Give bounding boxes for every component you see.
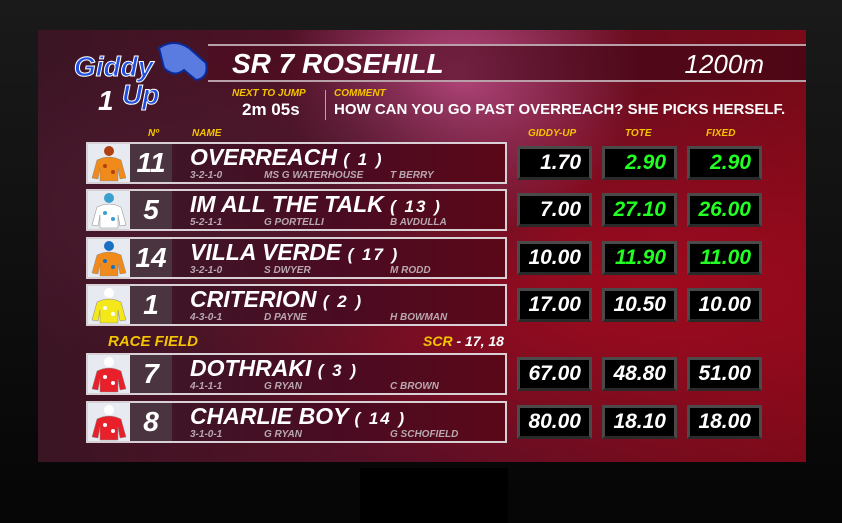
trainer: G PORTELLI: [264, 217, 324, 228]
jockey-silk-icon: [88, 355, 130, 393]
comment: COMMENT HOW CAN YOU GO PAST OVERREACH? S…: [334, 88, 785, 118]
trainer: MS G WATERHOUSE: [264, 170, 364, 181]
barrier: ( 13 ): [390, 197, 442, 216]
runner-row[interactable]: 1 CRITERION ( 2 ) 4-3-0-1 D PAYNE H BOWM…: [86, 284, 507, 326]
race-field-label: RACE FIELD: [108, 333, 198, 350]
barrier: ( 14 ): [354, 409, 407, 428]
horse-name: IM ALL THE TALK: [190, 191, 384, 217]
horse-name: VILLA VERDE: [190, 239, 342, 265]
tote-odds: 27.10: [602, 193, 677, 227]
svg-text:1: 1: [98, 85, 114, 116]
form: 3-1-0-1: [190, 429, 223, 440]
form: 4-3-0-1: [190, 312, 223, 323]
jockey: T BERRY: [390, 170, 434, 181]
runner-number: 5: [130, 191, 172, 229]
barrier: ( 2 ): [322, 292, 364, 311]
horse-name: CHARLIE BOY: [190, 403, 349, 429]
runner-name: CRITERION ( 2 ): [190, 286, 363, 313]
tv-stand: [360, 468, 508, 523]
runner-name: CHARLIE BOY ( 14 ): [190, 403, 406, 430]
giddyup-odds: 67.00: [517, 357, 592, 391]
tote-odds: 2.90: [602, 146, 677, 180]
divider: [325, 90, 326, 120]
barrier: ( 3 ): [317, 361, 359, 380]
comment-text: HOW CAN YOU GO PAST OVERREACH? SHE PICKS…: [334, 101, 786, 118]
runner-row[interactable]: 11 OVERREACH ( 1 ) 3-2-1-0 MS G WATERHOU…: [86, 142, 507, 184]
runner-name: VILLA VERDE ( 17 ): [190, 239, 399, 266]
giddyup-odds: 10.00: [517, 241, 592, 275]
comment-label: COMMENT: [334, 88, 386, 99]
jockey-silk-icon: [88, 239, 130, 277]
header-number: Nº: [148, 128, 159, 139]
form: 3-2-1-0: [190, 265, 223, 276]
header-tote: TOTE: [625, 128, 652, 139]
jockey: G SCHOFIELD: [390, 429, 459, 440]
tote-odds: 48.80: [602, 357, 677, 391]
race-title: SR 7 ROSEHILL: [232, 48, 444, 79]
scr-value: - 17, 18: [456, 333, 504, 349]
trainer: S DWYER: [264, 265, 311, 276]
form: 4-1-1-1: [190, 381, 223, 392]
runner-row[interactable]: 14 VILLA VERDE ( 17 ) 3-2-1-0 S DWYER M …: [86, 237, 507, 279]
giddyup-odds: 80.00: [517, 405, 592, 439]
horse-name: DOTHRAKI: [190, 355, 312, 381]
giddyup-odds: 1.70: [517, 146, 592, 180]
jockey: C BROWN: [390, 381, 439, 392]
fixed-odds: 51.00: [687, 357, 762, 391]
runner-number: 7: [130, 355, 172, 393]
svg-text:Giddy: Giddy: [74, 51, 155, 82]
horse-head-icon: Giddy Up 1: [74, 42, 208, 116]
next-to-jump: NEXT TO JUMP 2m 05s: [232, 88, 306, 120]
runner-row[interactable]: 7 DOTHRAKI ( 3 ) 4-1-1-1 G RYAN C BROWN: [86, 353, 507, 395]
fixed-odds: 18.00: [687, 405, 762, 439]
tote-odds: 10.50: [602, 288, 677, 322]
runner-name: IM ALL THE TALK ( 13 ): [190, 191, 442, 218]
trainer: G RYAN: [264, 429, 302, 440]
fixed-odds: 11.00: [687, 241, 762, 275]
runner-row[interactable]: 5 IM ALL THE TALK ( 13 ) 5-2-1-1 G PORTE…: [86, 189, 507, 231]
jockey: B AVDULLA: [390, 217, 447, 228]
next-to-jump-value: 2m 05s: [242, 100, 300, 119]
scratchings: SCR - 17, 18: [423, 333, 504, 349]
trainer: G RYAN: [264, 381, 302, 392]
runner-name: OVERREACH ( 1 ): [190, 144, 384, 171]
horse-name: OVERREACH: [190, 144, 337, 170]
barrier: ( 17 ): [347, 245, 400, 264]
scr-label: SCR: [423, 333, 453, 349]
header-fixed: FIXED: [706, 128, 736, 139]
jockey: H BOWMAN: [390, 312, 448, 323]
fixed-odds: 2.90: [687, 146, 762, 180]
race-board: Giddy Up 1 SR 7 ROSEHILL 1200m NEXT TO J…: [38, 30, 806, 462]
fixed-odds: 26.00: [687, 193, 762, 227]
runner-number: 8: [130, 403, 172, 441]
horse-name: CRITERION: [190, 286, 317, 312]
race-title-bar: SR 7 ROSEHILL 1200m: [208, 44, 806, 82]
runner-row[interactable]: 8 CHARLIE BOY ( 14 ) 3-1-0-1 G RYAN G SC…: [86, 401, 507, 443]
header-giddyup: GIDDY-UP: [528, 128, 577, 139]
jockey-silk-icon: [88, 286, 130, 324]
barrier: ( 1 ): [343, 150, 384, 169]
jockey-silk-icon: [88, 403, 130, 441]
tote-odds: 11.90: [602, 241, 677, 275]
jockey-silk-icon: [88, 144, 130, 182]
header-name: NAME: [192, 128, 222, 139]
runner-name: DOTHRAKI ( 3 ): [190, 355, 358, 382]
form: 5-2-1-1: [190, 217, 223, 228]
giddyup-odds: 7.00: [517, 193, 592, 227]
runner-number: 1: [130, 286, 172, 324]
tote-odds: 18.10: [602, 405, 677, 439]
form: 3-2-1-0: [190, 170, 223, 181]
trainer: D PAYNE: [264, 312, 307, 323]
race-distance: 1200m: [684, 49, 765, 79]
jockey-silk-icon: [88, 191, 130, 229]
jockey: M RODD: [390, 265, 431, 276]
giddy-up-logo: Giddy Up 1: [74, 38, 214, 118]
runner-number: 11: [130, 144, 172, 182]
giddyup-odds: 17.00: [517, 288, 592, 322]
fixed-odds: 10.00: [687, 288, 762, 322]
next-to-jump-label: NEXT TO JUMP: [232, 88, 306, 99]
svg-text:Up: Up: [122, 79, 159, 110]
runner-number: 14: [130, 239, 172, 277]
